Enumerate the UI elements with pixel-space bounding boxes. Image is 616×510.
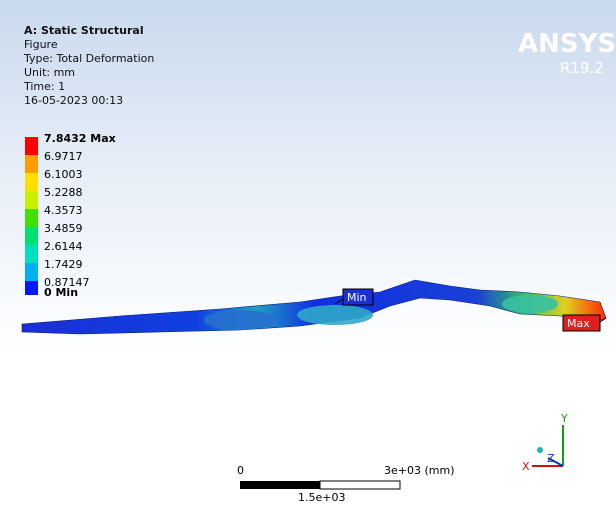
probe-label: Min (347, 291, 367, 304)
probe-max: Max (563, 315, 606, 331)
legend-label: 1.7429 (44, 258, 83, 271)
tank (502, 295, 558, 313)
legend-band (25, 281, 38, 295)
triad-ball (537, 447, 543, 453)
scene: 7.8432 Max 6.9717 6.1003 5.2288 4.3573 3… (0, 0, 616, 510)
model (22, 280, 606, 334)
legend-label: 2.6144 (44, 240, 83, 253)
tank (297, 305, 373, 325)
legend-band (25, 245, 38, 263)
scale-label: 3e+03 (mm) (384, 464, 455, 477)
legend-band (25, 227, 38, 245)
legend-label: 5.2288 (44, 186, 83, 199)
legend-label: 0 Min (44, 286, 78, 299)
triad-label: Y (560, 412, 568, 425)
triad-label: Z (547, 452, 555, 465)
legend-band (25, 191, 38, 209)
legend-label: 3.4859 (44, 222, 83, 235)
legend (25, 137, 38, 295)
scale-label: 0 (237, 464, 244, 477)
legend-band (25, 209, 38, 227)
legend-band (25, 173, 38, 191)
tank (204, 310, 276, 330)
scale-bar: 0 3e+03 (mm) 1.5e+03 (237, 464, 455, 504)
legend-band (25, 263, 38, 281)
probe-label: Max (567, 317, 590, 330)
viewport: A: Static Structural Figure Type: Total … (0, 0, 616, 510)
legend-label: 6.1003 (44, 168, 83, 181)
legend-band (25, 137, 38, 155)
scale-segment (240, 481, 320, 489)
legend-band (25, 155, 38, 173)
axis-triad: Y X Z (522, 412, 568, 473)
scale-label: 1.5e+03 (298, 491, 345, 504)
legend-label: 4.3573 (44, 204, 83, 217)
legend-label: 7.8432 Max (44, 132, 116, 145)
legend-label: 6.9717 (44, 150, 83, 163)
scale-segment (320, 481, 400, 489)
triad-label: X (522, 460, 530, 473)
